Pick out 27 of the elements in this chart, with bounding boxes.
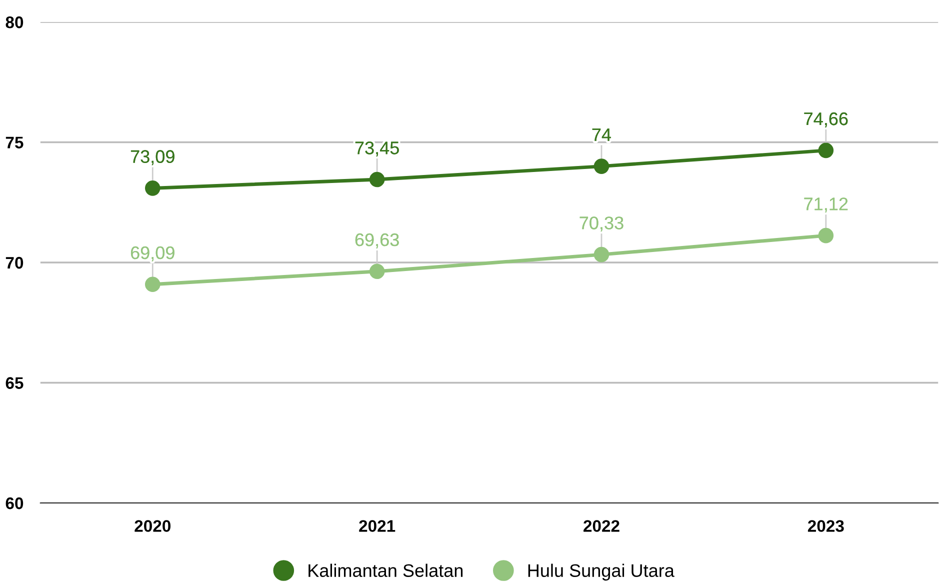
legend-label: Hulu Sungai Utara [528,564,674,581]
x-tick-label: 2021 [359,520,396,532]
data-label: 69,09 [130,246,174,262]
data-label: 73,09 [130,150,174,166]
point [818,228,834,244]
data-label: 69,63 [355,233,399,248]
data-label: 70,33 [580,216,624,232]
y-tick-label: 60 [6,497,24,510]
y-tick-label: 80 [6,16,24,28]
data-label: 74,66 [804,112,848,128]
y-tick-label: 70 [6,256,24,269]
point [369,172,385,188]
x-tick-label: 2023 [808,520,844,532]
point [369,264,385,280]
point [594,158,610,174]
point [144,276,160,292]
data-label: 73,45 [355,142,399,156]
point [818,142,834,158]
point [594,246,610,262]
data-label: 71,12 [804,198,848,212]
legend-label: Kalimantan Selatan [308,564,463,577]
data-label: 74 [592,128,611,141]
y-tick-label: 75 [6,136,24,148]
y-tick-label: 65 [6,377,24,389]
x-tick-label: 2022 [584,520,620,532]
point [144,180,160,196]
x-tick-label: 2020 [134,520,170,532]
